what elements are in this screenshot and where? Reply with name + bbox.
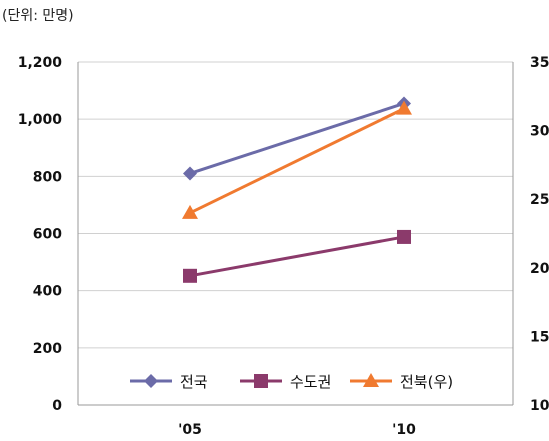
legend: 전국 수도권 전북(우) (130, 373, 453, 391)
left-tick-label: 0 (52, 398, 62, 414)
square-marker (254, 374, 268, 388)
square-marker (397, 229, 411, 244)
left-tick-label: 600 (33, 227, 62, 243)
left-tick-label: 800 (33, 169, 62, 185)
series-line (189, 235, 405, 278)
series-line (189, 102, 405, 175)
triangle-marker (363, 373, 379, 387)
unit-note: (단위: 만명) (2, 8, 74, 24)
x-axis-ticks: '05 '10 (178, 422, 416, 438)
right-tick-label: 25 (530, 192, 549, 208)
right-axis-ticks: 10 15 20 25 30 35 (530, 55, 549, 414)
x-tick-label: '05 (178, 422, 202, 438)
diamond-marker (144, 374, 158, 388)
right-tick-label: 15 (530, 329, 549, 345)
triangle-marker (396, 100, 412, 115)
series-layer (182, 96, 412, 283)
diamond-marker (183, 166, 197, 181)
gridlines (78, 61, 513, 349)
left-axis-ticks: 0 200 400 600 800 1,000 1,200 (18, 55, 63, 414)
left-tick-label: 1,200 (18, 55, 63, 71)
legend-label: 수도권 (290, 373, 331, 391)
square-marker (183, 268, 197, 283)
legend-label: 전북(우) (400, 373, 453, 391)
right-tick-label: 10 (530, 398, 549, 414)
left-tick-label: 400 (33, 284, 62, 300)
series-line (189, 107, 405, 215)
left-tick-label: 1,000 (18, 112, 63, 128)
legend-label: 전국 (180, 373, 208, 391)
left-tick-label: 200 (33, 341, 62, 357)
right-tick-label: 30 (530, 124, 549, 140)
x-tick-label: '10 (392, 422, 416, 438)
right-tick-label: 20 (530, 261, 549, 277)
triangle-marker (182, 204, 198, 219)
right-tick-label: 35 (530, 55, 549, 71)
axes (77, 62, 514, 406)
